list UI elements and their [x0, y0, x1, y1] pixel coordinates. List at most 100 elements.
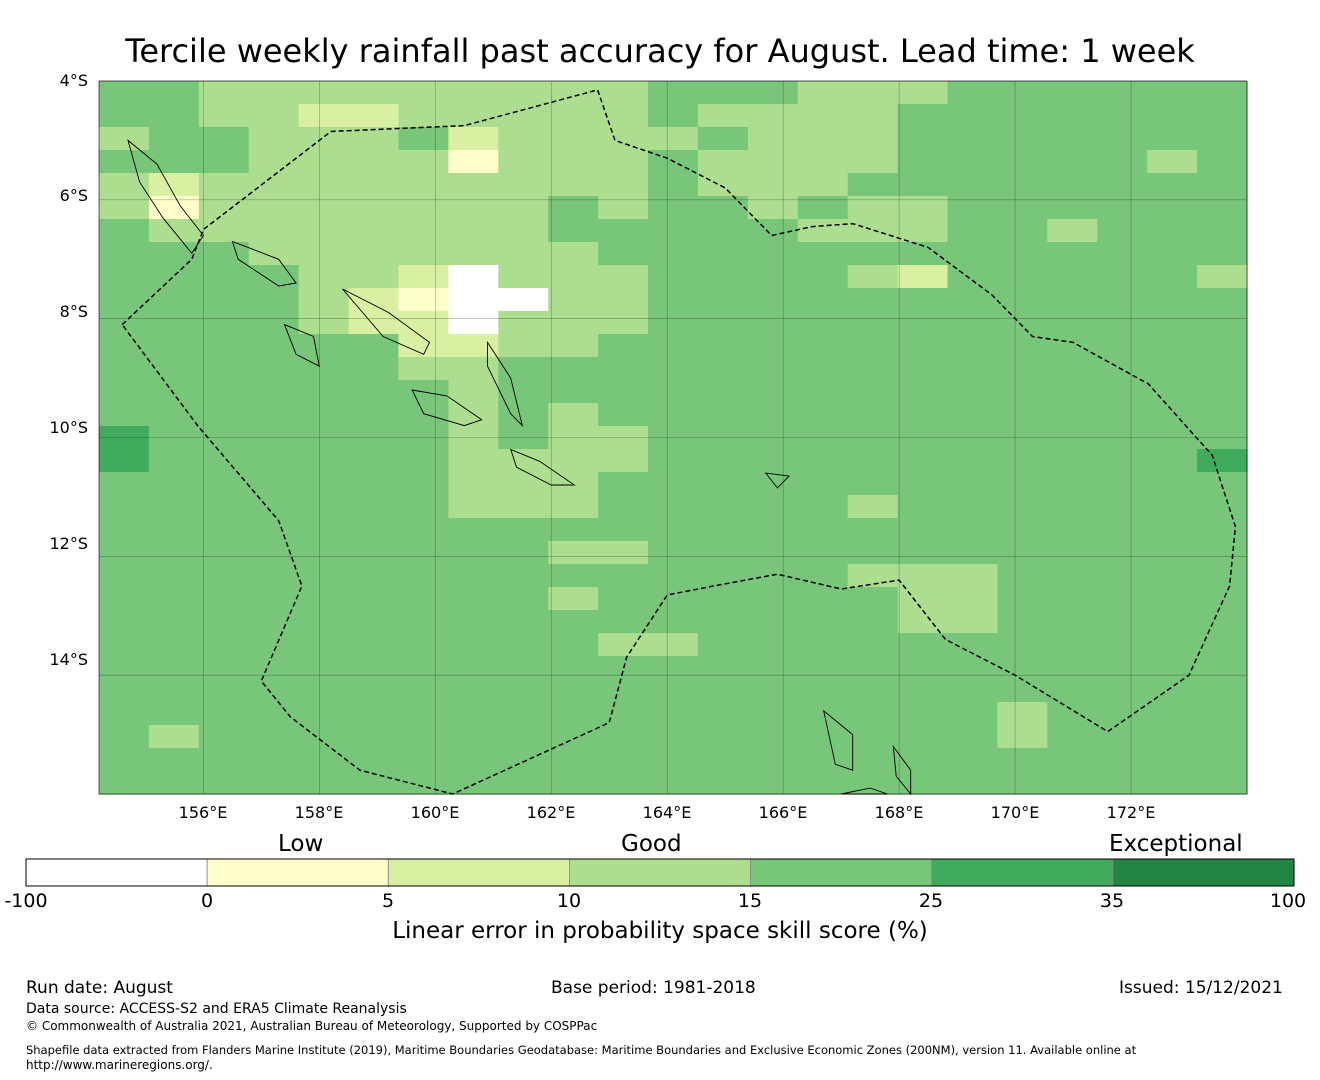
skill-cell: [1197, 81, 1248, 105]
skill-cell: [198, 265, 250, 289]
skill-cell: [398, 564, 449, 588]
island-outline: [411, 389, 483, 427]
skill-cell: [947, 242, 999, 266]
skill-cell: [847, 771, 899, 795]
skill-cell: [448, 656, 499, 680]
skill-cell: [398, 679, 449, 703]
skill-cell: [398, 403, 449, 427]
skill-cell: [498, 541, 549, 565]
shapefile-link[interactable]: http://www.marineregions.org/.: [26, 1058, 213, 1072]
skill-cell: [1147, 541, 1198, 565]
lon-tick-label: 172°E: [1106, 803, 1156, 822]
skill-cell: [1097, 242, 1148, 266]
colorbar-tick-label: 0: [200, 890, 214, 912]
skill-cell: [697, 265, 749, 289]
skill-cell: [997, 518, 1048, 542]
skill-cell: [747, 288, 799, 312]
skill-cell: [148, 564, 200, 588]
skill-cell: [997, 449, 1048, 473]
skill-cell: [198, 564, 250, 588]
skill-cell: [248, 656, 300, 680]
skill-cell: [448, 150, 499, 174]
skill-cell: [747, 104, 799, 128]
skill-cell: [498, 265, 549, 289]
skill-cell: [198, 633, 250, 657]
skill-cell: [298, 380, 350, 404]
skill-cell: [598, 104, 649, 128]
skill-cell: [897, 656, 949, 680]
skill-cell: [148, 357, 200, 381]
skill-cell: [598, 81, 649, 105]
skill-cell: [1147, 150, 1198, 174]
category-label-good: Good: [621, 831, 682, 857]
skill-cell: [148, 449, 200, 473]
skill-cell: [648, 748, 699, 772]
skill-cell: [548, 357, 599, 381]
skill-cell: [198, 495, 250, 519]
skill-cell: [648, 426, 699, 450]
skill-cell: [548, 196, 599, 220]
skill-cell: [1097, 81, 1148, 105]
skill-cell: [1147, 449, 1198, 473]
coastlines: [127, 139, 912, 796]
skill-cell: [99, 173, 150, 197]
skill-cell: [198, 380, 250, 404]
skill-cell: [997, 495, 1048, 519]
skill-cell: [298, 219, 350, 243]
skill-cell: [348, 449, 400, 473]
skill-cell: [897, 334, 949, 358]
skill-cell: [398, 127, 449, 151]
skill-cell: [1147, 357, 1198, 381]
skill-cell: [498, 679, 549, 703]
skill-cell: [298, 633, 350, 657]
skill-cell: [148, 265, 200, 289]
skill-cell: [298, 541, 350, 565]
skill-cell: [747, 679, 799, 703]
skill-cell: [997, 610, 1048, 634]
skill-cell: [398, 449, 449, 473]
skill-cell: [1097, 311, 1148, 335]
skill-cell: [1147, 403, 1198, 427]
skill-cell: [1097, 196, 1148, 220]
skill-cell: [1047, 725, 1098, 749]
skill-cell: [697, 81, 749, 105]
lon-tick-label: 158°E: [294, 803, 344, 822]
skill-cell: [1147, 311, 1198, 335]
skill-cell: [198, 541, 250, 565]
skill-cell: [398, 633, 449, 657]
skill-cell: [448, 541, 499, 565]
skill-cell: [947, 127, 999, 151]
skill-cell: [498, 771, 549, 795]
lon-tick-label: 168°E: [874, 803, 924, 822]
skill-cell: [1147, 748, 1198, 772]
skill-cell: [797, 173, 849, 197]
skill-cell: [348, 403, 400, 427]
skill-cell: [797, 242, 849, 266]
skill-cell: [648, 633, 699, 657]
skill-cell: [548, 288, 599, 312]
skill-cell: [248, 495, 300, 519]
skill-cell: [747, 771, 799, 795]
skill-cell: [348, 656, 400, 680]
skill-cell: [548, 150, 599, 174]
skill-cell: [548, 564, 599, 588]
skill-cell: [148, 725, 200, 749]
skill-cell: [598, 426, 649, 450]
skill-cell: [697, 771, 749, 795]
skill-cell: [198, 127, 250, 151]
skill-cell: [697, 219, 749, 243]
skill-cell: [448, 265, 499, 289]
skill-cell: [947, 426, 999, 450]
skill-cell: [598, 219, 649, 243]
skill-cell: [797, 633, 849, 657]
skill-cell: [1047, 219, 1098, 243]
skill-cell: [747, 265, 799, 289]
skill-cell: [198, 679, 250, 703]
copyright-notice: © Commonwealth of Australia 2021, Austra…: [26, 1019, 598, 1033]
skill-cell: [1197, 633, 1248, 657]
skill-cell: [99, 725, 150, 749]
skill-cell: [598, 196, 649, 220]
skill-cell: [598, 472, 649, 496]
skill-cell: [1197, 518, 1248, 542]
skill-cell: [697, 173, 749, 197]
